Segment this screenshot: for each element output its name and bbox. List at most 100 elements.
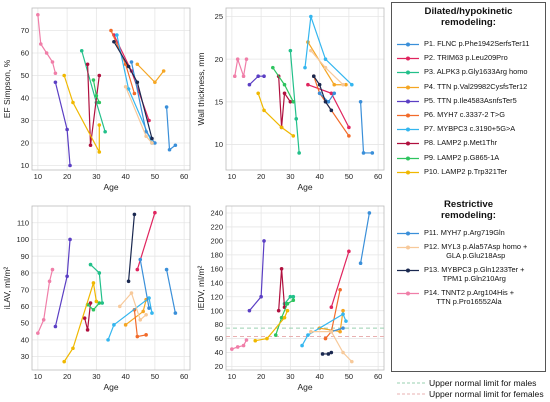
data-point-p1 xyxy=(164,267,169,272)
legend-item-text: P14. TNNT2 p.Arg104His + TTN p.Pro16552Al… xyxy=(424,289,514,306)
legend-item-text: P8. LAMP2 p.Met1Thr xyxy=(424,139,497,148)
data-point-p12 xyxy=(129,291,134,295)
legend-item-text: P4. TTN p.Val29982CysfsTer12 xyxy=(424,81,528,92)
data-point-p9 xyxy=(273,333,278,337)
y-tick-label: 60 xyxy=(21,49,29,58)
legend-item-text: P11. MYH7 p.Arg719Gln xyxy=(424,228,505,238)
series-line-p8 xyxy=(278,76,291,128)
y-tick-label: 60 xyxy=(21,302,29,311)
data-point-p8 xyxy=(85,328,90,332)
data-point-p3 xyxy=(100,301,105,305)
data-point-p1 xyxy=(358,99,363,104)
y-tick-label: 100 xyxy=(16,235,29,244)
data-point-p7 xyxy=(344,319,348,323)
legend-item-text: P5. TTN p.Ile4583AsnfsTer5 xyxy=(424,96,517,106)
data-point-p2 xyxy=(306,82,310,87)
x-tick-label: 60 xyxy=(180,172,188,181)
data-point-p6 xyxy=(144,333,148,337)
data-point-p3 xyxy=(88,262,93,267)
legend-item-line: P9. LAMP2 p.G865-1A xyxy=(424,152,500,162)
data-point-p10 xyxy=(91,281,96,285)
legend-sample-marker xyxy=(406,42,410,47)
y-axis-label: iEDV, ml/m² xyxy=(196,266,206,311)
data-point-p10 xyxy=(94,299,99,304)
legend-sample-p7 xyxy=(397,127,419,132)
data-point-p2 xyxy=(135,267,140,272)
legend-item-text: P6. MYH7 c.3337-2 T>G xyxy=(424,110,505,120)
series-line-p5 xyxy=(54,239,71,327)
data-point-p7 xyxy=(150,311,154,315)
y-tick-label: 240 xyxy=(210,209,223,218)
y-tick-label: 200 xyxy=(210,236,223,245)
plot-frame xyxy=(31,205,191,371)
data-point-p14 xyxy=(50,60,55,64)
data-point-p7 xyxy=(106,338,110,342)
legend-item-line: P8. LAMP2 p.Met1Thr xyxy=(424,138,498,148)
data-point-p10 xyxy=(291,134,296,138)
legend-item-text: P13. MYBPC3 p.Gln1233Ter + TPM1 p.Gln210A… xyxy=(424,266,524,283)
legend-sample-marker xyxy=(406,268,410,273)
legend-sample-p11 xyxy=(397,231,419,236)
legend-item-line: TTN p.Pro16552Ala xyxy=(436,296,502,306)
x-tick-label: 60 xyxy=(374,372,382,381)
data-point-p4 xyxy=(332,82,337,87)
data-point-p1 xyxy=(367,211,372,215)
data-point-p8 xyxy=(279,267,284,271)
data-point-p4 xyxy=(338,329,342,334)
legend-dilated-title-line1: Dilated/hypokinetic xyxy=(424,6,513,17)
data-point-p6 xyxy=(109,28,113,33)
x-tick-label: 40 xyxy=(315,372,323,381)
y-tick-label: 60 xyxy=(215,334,223,343)
data-point-p5 xyxy=(259,294,263,299)
data-point-p6 xyxy=(132,91,137,96)
data-point-p11 xyxy=(147,306,151,310)
data-point-p6 xyxy=(323,336,328,341)
data-point-p13 xyxy=(317,82,322,87)
legend-item-line: P7. MYBPC3 c.3190+5G>A xyxy=(424,124,516,134)
y-tick-label: 30 xyxy=(21,352,29,361)
data-point-p8 xyxy=(88,143,93,148)
series-line-p10 xyxy=(63,282,97,362)
x-tick-label: 20 xyxy=(257,372,265,381)
series-line-p14 xyxy=(231,339,248,350)
series-line-p12 xyxy=(310,331,353,363)
data-point-p13 xyxy=(326,352,331,356)
data-point-p13 xyxy=(329,350,334,355)
legend-sample-p12 xyxy=(397,245,419,250)
data-point-p13 xyxy=(150,136,154,141)
legend-restrictive-title-line1: Restrictive xyxy=(443,199,494,210)
legend-sample-marker xyxy=(406,245,410,250)
y-tick-label: 70 xyxy=(21,285,29,294)
series-line-p5 xyxy=(248,75,265,86)
legend-item-line: P4. TTN p.Val29982CysfsTer12 xyxy=(424,81,528,91)
y-tick-label: 220 xyxy=(210,223,223,232)
data-point-p7 xyxy=(303,65,307,70)
data-point-p7 xyxy=(112,323,116,327)
data-point-p12 xyxy=(309,48,313,53)
y-tick-label: 70 xyxy=(21,26,29,35)
data-point-p13 xyxy=(320,352,325,356)
y-tick-label: 10 xyxy=(215,140,223,149)
series-line-p5 xyxy=(248,240,265,312)
data-point-p11 xyxy=(317,91,322,96)
legend-item-line: P13. MYBPC3 p.Gln1233Ter + xyxy=(424,265,525,275)
data-point-p14 xyxy=(235,345,240,349)
data-point-p4 xyxy=(153,80,157,85)
series-line-p13 xyxy=(313,75,332,111)
chart-panel-3: 10 20 30 40 50 60 30 40 50 60 70 80 90 100 110 Age iLAV,… xyxy=(2,205,191,392)
data-point-p8 xyxy=(288,99,293,104)
legend-item-text: P7. MYBPC3 c.3190+5G>A xyxy=(424,125,515,134)
legend-sample-p14 xyxy=(397,291,419,296)
legend-sample-marker xyxy=(406,113,410,118)
legend-item-text: P1. FLNC p.Phe1942SerfsTer11 xyxy=(424,39,529,49)
data-point-p14 xyxy=(50,267,55,272)
x-tick-label: 60 xyxy=(180,372,188,381)
data-point-p13 xyxy=(311,74,316,79)
data-point-p4 xyxy=(135,62,140,67)
data-point-p9 xyxy=(285,301,290,306)
data-point-p2 xyxy=(347,249,351,254)
legend-item-line: GLA p.Glu218Asp xyxy=(446,250,506,260)
data-point-p9 xyxy=(97,100,102,105)
data-point-p13 xyxy=(126,64,131,69)
series-line-p10 xyxy=(257,93,294,137)
